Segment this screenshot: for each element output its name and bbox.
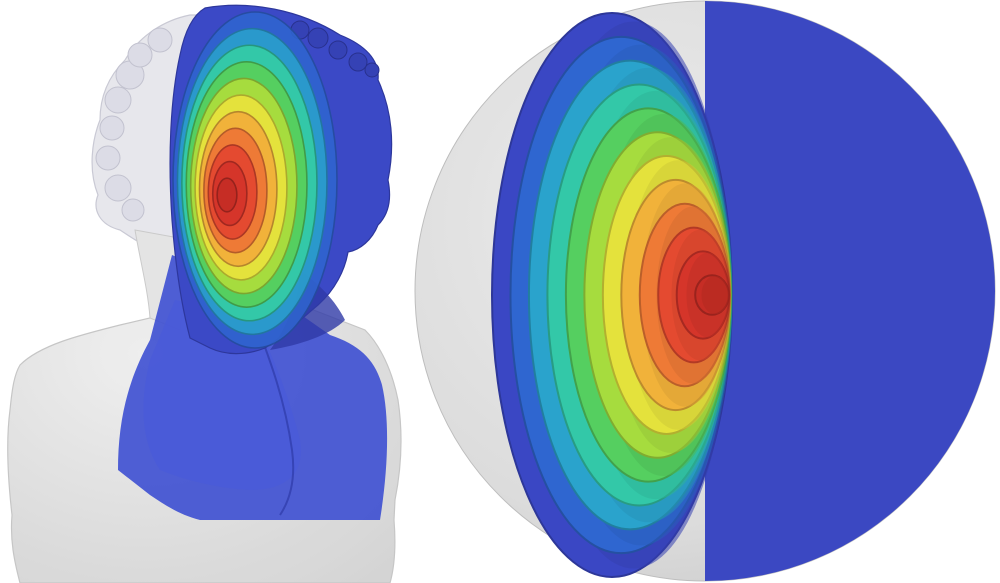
bust-face-curls — [290, 20, 380, 78]
sphere-model — [414, 0, 996, 582]
sphere-layer-shadow-12 — [701, 275, 729, 315]
bust-hair-curls — [95, 27, 173, 222]
bust-torso-cut-line — [254, 319, 295, 516]
sphere-layer-rings — [491, 12, 733, 578]
sphere-outer-layer — [705, 1, 995, 581]
bust-model — [7, 4, 402, 583]
bust-layer-rings — [172, 11, 338, 349]
bust-layer-12 — [216, 177, 238, 213]
